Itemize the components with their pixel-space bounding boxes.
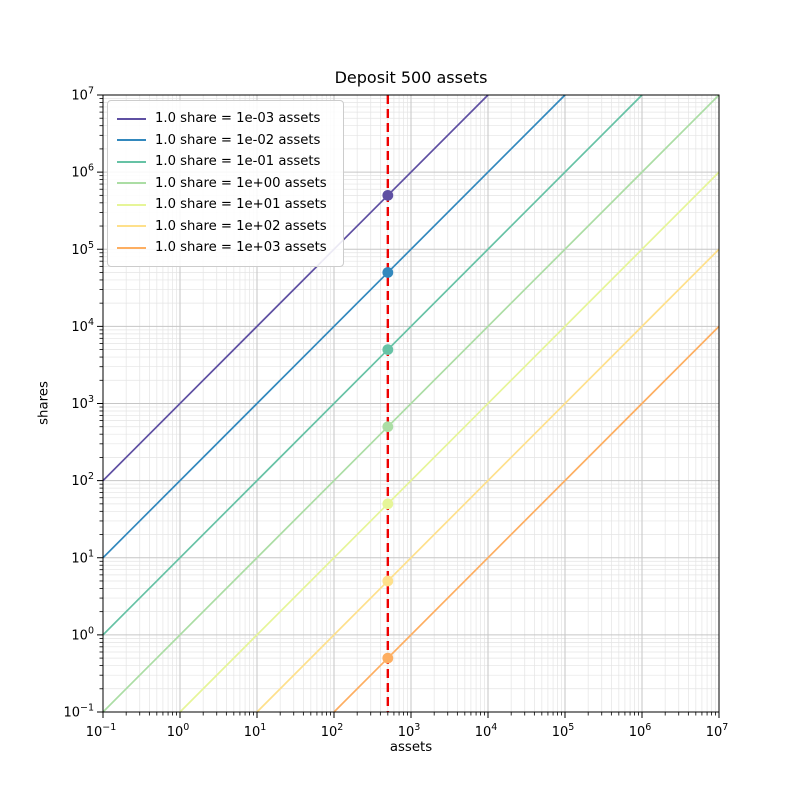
legend-item: 1.0 share = 1e+00 assets bbox=[117, 173, 333, 195]
ticks bbox=[97, 94, 720, 718]
markers bbox=[382, 189, 394, 664]
tick-label: 100 bbox=[71, 625, 94, 643]
tick-label: 105 bbox=[71, 240, 94, 258]
intersection-marker bbox=[382, 652, 394, 664]
tick-label: 103 bbox=[71, 394, 94, 412]
legend-item: 1.0 share = 1e+01 assets bbox=[117, 194, 333, 216]
tick-label: 106 bbox=[629, 722, 652, 740]
legend-line-swatch bbox=[117, 139, 146, 142]
tick-label: 10−1 bbox=[86, 722, 117, 740]
legend-label: 1.0 share = 1e+02 assets bbox=[155, 218, 327, 234]
legend-label: 1.0 share = 1e-03 assets bbox=[155, 111, 321, 127]
tick-label: 106 bbox=[71, 163, 94, 181]
rate-line bbox=[256, 248, 720, 713]
intersection-marker bbox=[382, 344, 394, 355]
legend-label: 1.0 share = 1e+01 assets bbox=[155, 197, 327, 213]
rate-line bbox=[102, 94, 489, 482]
x-axis-label: assets bbox=[389, 740, 433, 755]
tick-label: 100 bbox=[167, 722, 190, 740]
tick-label: 101 bbox=[71, 548, 94, 566]
intersection-marker bbox=[382, 498, 394, 510]
rate-line bbox=[102, 94, 720, 713]
tick-label: 104 bbox=[71, 317, 94, 335]
legend-item: 1.0 share = 1e+02 assets bbox=[117, 216, 333, 238]
rate-line bbox=[333, 325, 720, 713]
rate-line bbox=[179, 171, 720, 713]
legend-line-swatch bbox=[117, 160, 146, 163]
tick-labels: 10−1 100 101 102 103 104 105 106 107 10−1 100 101 10… bbox=[63, 86, 728, 741]
series-lines bbox=[102, 94, 720, 713]
legend-label: 1.0 share = 1e+00 assets bbox=[155, 175, 327, 191]
legend-line-swatch bbox=[117, 246, 146, 249]
intersection-marker bbox=[382, 189, 394, 201]
tick-label: 10−1 bbox=[63, 703, 94, 721]
tick-label: 102 bbox=[321, 722, 344, 740]
legend-item: 1.0 share = 1e+03 assets bbox=[117, 237, 333, 259]
legend: 1.0 share = 1e-03 assets 1.0 share = 1e-0… bbox=[107, 100, 344, 267]
legend-item: 1.0 share = 1e-03 assets bbox=[117, 108, 333, 130]
legend-item: 1.0 share = 1e-02 assets bbox=[117, 130, 333, 152]
legend-label: 1.0 share = 1e-02 assets bbox=[155, 132, 321, 148]
tick-label: 107 bbox=[706, 722, 729, 740]
legend-item: 1.0 share = 1e-01 assets bbox=[117, 151, 333, 173]
legend-line-swatch bbox=[117, 117, 146, 120]
tick-label: 107 bbox=[71, 86, 94, 104]
chart-title: Deposit 500 assets bbox=[334, 68, 488, 87]
tick-label: 102 bbox=[71, 471, 94, 489]
tick-label: 104 bbox=[475, 722, 498, 740]
legend-line-swatch bbox=[117, 203, 146, 206]
intersection-marker bbox=[382, 575, 394, 587]
legend-line-swatch bbox=[117, 225, 146, 228]
legend-line-swatch bbox=[117, 182, 146, 185]
rate-line bbox=[102, 94, 643, 636]
tick-label: 105 bbox=[552, 722, 575, 740]
legend-label: 1.0 share = 1e-01 assets bbox=[155, 154, 321, 170]
intersection-marker bbox=[382, 421, 394, 433]
tick-label: 101 bbox=[244, 722, 267, 740]
legend-label: 1.0 share = 1e+03 assets bbox=[155, 240, 327, 256]
intersection-marker bbox=[382, 267, 394, 278]
rate-line bbox=[102, 94, 566, 559]
tick-label: 103 bbox=[398, 722, 421, 740]
